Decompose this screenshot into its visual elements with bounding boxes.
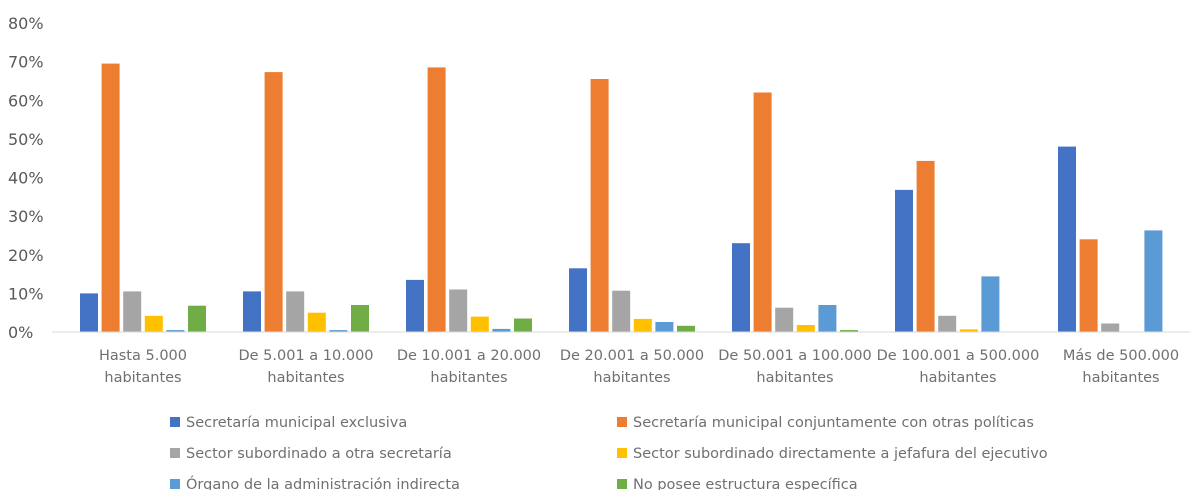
y-tick-label: 20% (8, 246, 44, 265)
x-tick-label: habitantes (430, 370, 507, 386)
x-tick-label: De 100.001 a 500.000 (877, 348, 1040, 364)
bar (470, 316, 489, 332)
x-tick-label: De 50.001 a 100.000 (718, 348, 872, 364)
bar (243, 291, 261, 332)
x-tick-label: habitantes (104, 370, 181, 386)
legend-label: Órgano de la administración indirecta (186, 475, 460, 490)
bar (166, 330, 185, 332)
bar (351, 305, 369, 332)
bar (427, 67, 446, 333)
bar (101, 63, 120, 332)
y-tick-label: 50% (8, 130, 44, 149)
legend-swatch (170, 479, 180, 489)
y-tick-label: 0% (8, 323, 33, 342)
bars (80, 63, 1163, 333)
bar (188, 305, 206, 332)
bar (307, 312, 326, 332)
legend-swatch (617, 479, 627, 489)
bar (633, 318, 652, 332)
bar (916, 160, 935, 332)
legend-label: Sector subordinado a otra secretaría (186, 446, 452, 462)
x-tick-label: habitantes (919, 370, 996, 386)
bar (775, 307, 794, 332)
x-tick-label: habitantes (267, 370, 344, 386)
bar (677, 325, 695, 332)
x-tick-label: De 5.001 a 10.000 (238, 348, 373, 364)
y-tick-label: 30% (8, 207, 44, 226)
bar (981, 276, 1000, 332)
x-tick-label: Más de 500.000 (1063, 348, 1179, 364)
legend-label: Sector subordinado directamente a jefafu… (633, 446, 1048, 462)
y-tick-label: 80% (8, 14, 44, 33)
legend-swatch (617, 448, 627, 458)
x-tick-label: De 10.001 a 20.000 (397, 348, 541, 364)
bar (732, 243, 750, 332)
bar (492, 328, 511, 332)
bar (818, 305, 837, 332)
y-axis: 0% 10% 20% 30% 40% 50% 60% 70% 80% (8, 14, 44, 342)
bar (959, 329, 978, 332)
bar (1079, 239, 1098, 332)
bar (1144, 230, 1163, 332)
legend-swatch (170, 417, 180, 427)
bar (144, 315, 163, 332)
x-tick-label: habitantes (1082, 370, 1159, 386)
bar (449, 289, 468, 332)
legend-swatch (617, 417, 627, 427)
bar (895, 189, 913, 332)
legend-swatch (170, 448, 180, 458)
bar (286, 291, 305, 332)
bar (612, 290, 631, 332)
bar (329, 330, 348, 332)
bar (938, 315, 957, 332)
legend: Secretaría municipal exclusiva Secretaría… (170, 415, 1048, 490)
bar (590, 79, 609, 332)
bar (264, 72, 283, 332)
bar (569, 268, 587, 332)
x-axis: Hasta 5.000 habitantes De 5.001 a 10.000 ha… (99, 348, 1179, 386)
bar (514, 318, 532, 332)
bar (753, 92, 772, 332)
bar (1101, 323, 1120, 332)
legend-label: Secretaría municipal conjuntamente con o… (633, 415, 1034, 431)
legend-label: No posee estructura específica (633, 477, 858, 490)
y-tick-label: 10% (8, 284, 44, 303)
bar (796, 325, 815, 332)
bar (1058, 146, 1076, 332)
x-tick-label: habitantes (756, 370, 833, 386)
y-tick-label: 60% (8, 91, 44, 110)
bar (123, 291, 142, 332)
y-tick-label: 40% (8, 169, 44, 188)
bar (80, 293, 98, 332)
x-tick-label: Hasta 5.000 (99, 348, 187, 364)
x-tick-label: De 20.001 a 50.000 (560, 348, 704, 364)
y-tick-label: 70% (8, 53, 44, 72)
x-tick-label: habitantes (593, 370, 670, 386)
bar (655, 322, 674, 332)
bar (840, 330, 858, 332)
bar (406, 279, 424, 332)
legend-label: Secretaría municipal exclusiva (186, 415, 407, 431)
